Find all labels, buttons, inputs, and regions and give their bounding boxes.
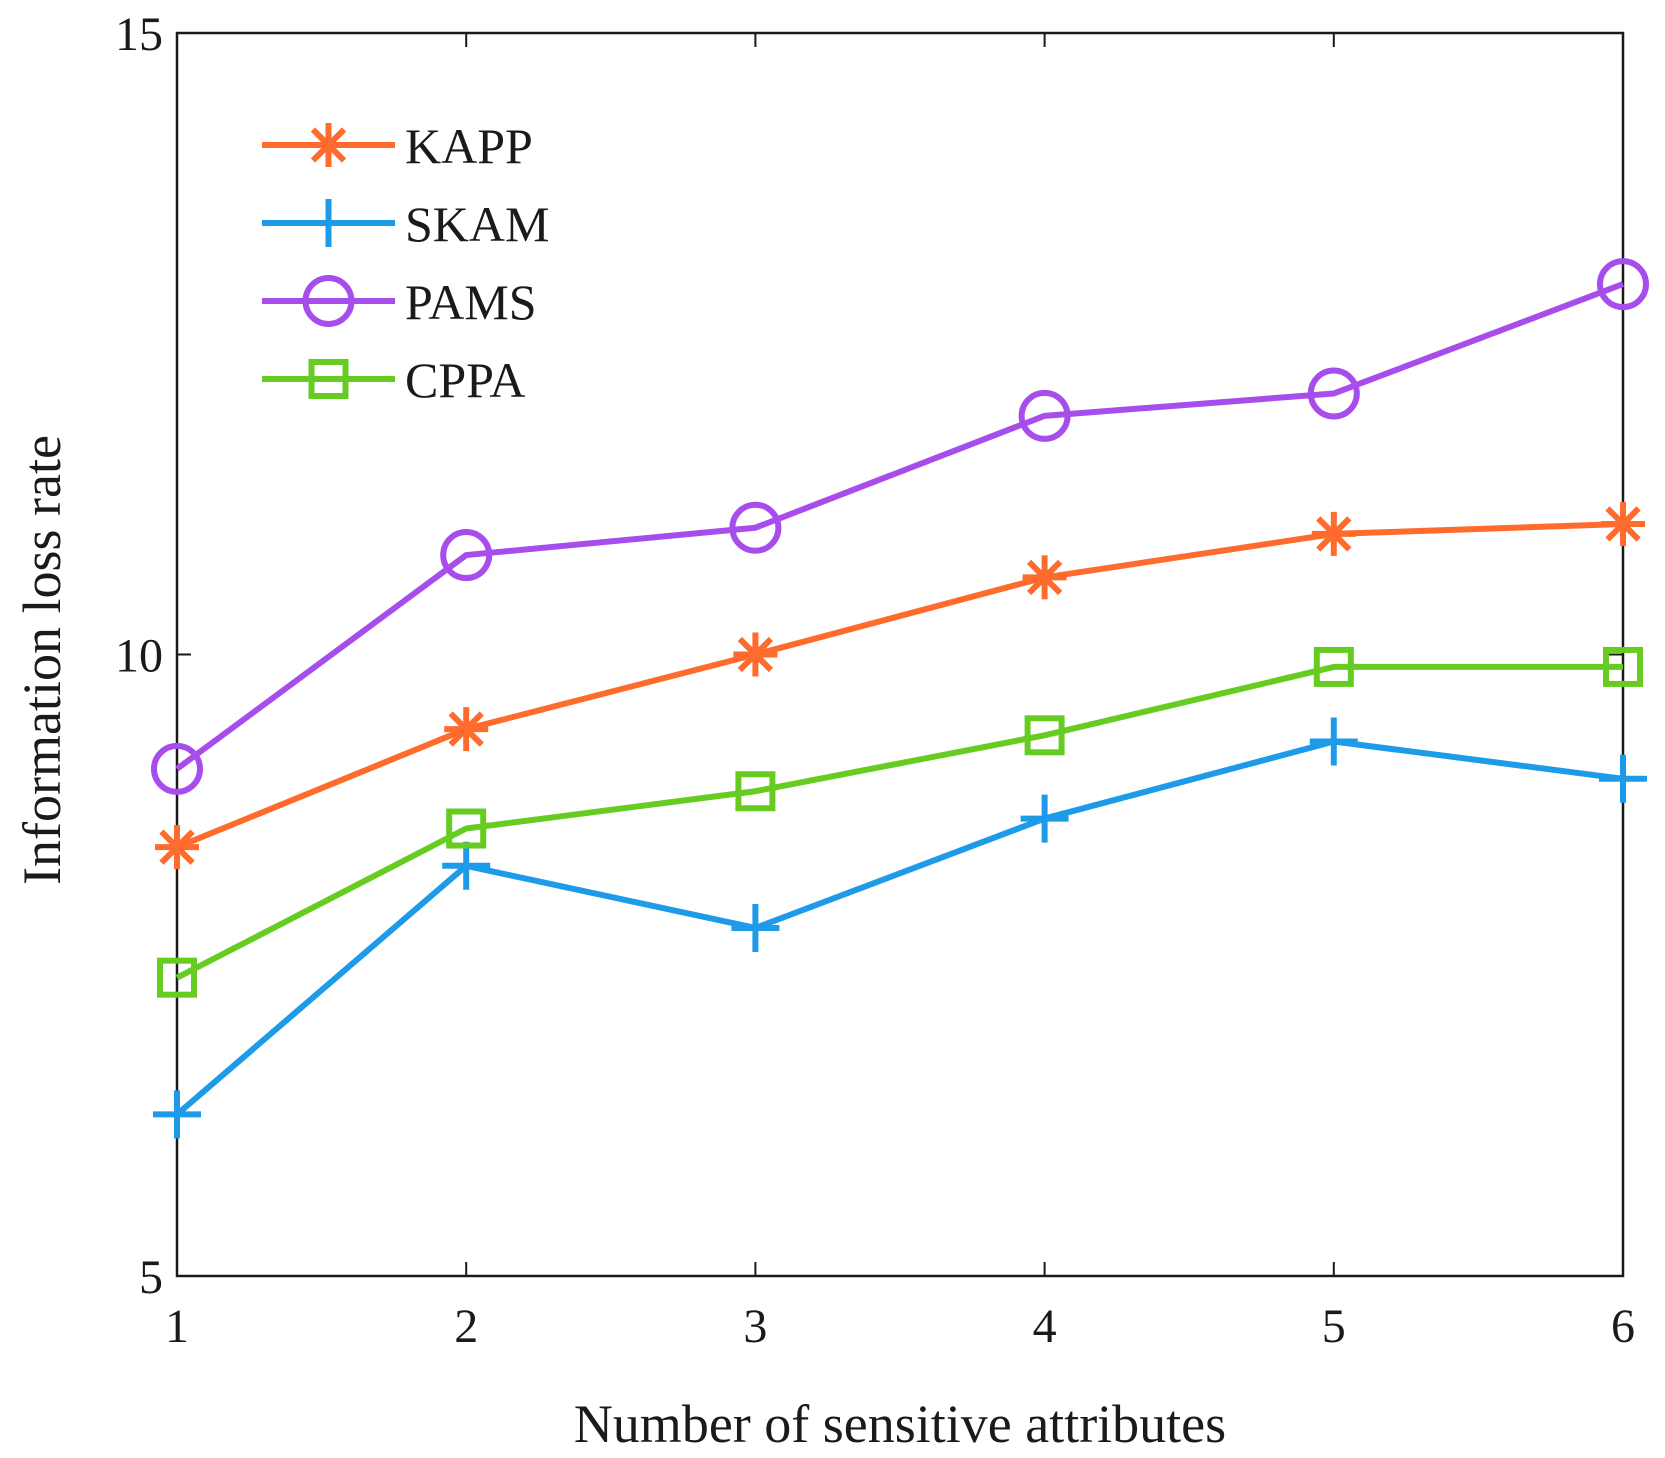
data-point-kapp-5 (1311, 511, 1356, 556)
legend-item-skam: SKAM (262, 196, 549, 252)
legend: KAPP SKAM PAMS CPPA (262, 118, 549, 408)
data-point-cppa-5 (1313, 646, 1354, 687)
y-tick-label-10: 10 (115, 630, 163, 683)
series-line-cppa (175, 663, 1623, 981)
series-line-pams (175, 281, 1625, 772)
series-layer (151, 258, 1649, 1139)
data-point-pams-5 (1307, 367, 1360, 420)
data-point-pams-1 (151, 742, 203, 795)
data-point-skam-3 (731, 903, 780, 952)
plot-area (175, 31, 1625, 1278)
data-point-pams-2 (440, 529, 493, 582)
data-point-cppa-4 (1024, 715, 1065, 756)
series-pams (151, 258, 1649, 795)
series-skam (153, 717, 1647, 1139)
x-tick-label-6: 6 (1611, 1300, 1635, 1353)
legend-item-pams: PAMS (262, 274, 537, 330)
data-point-pams-4 (1018, 389, 1071, 442)
legend-marker-kapp (306, 123, 351, 167)
data-point-cppa-6 (1603, 646, 1643, 687)
x-tick-label-4: 4 (1033, 1300, 1057, 1353)
x-tick-label-2: 2 (454, 1300, 478, 1353)
series-line-kapp (175, 520, 1624, 850)
x-tick-label-1: 1 (165, 1300, 189, 1353)
x-tick-label-3: 3 (743, 1300, 767, 1353)
data-point-cppa-1 (157, 957, 197, 998)
data-point-pams-6 (1597, 258, 1649, 311)
legend-label-skam: SKAM (405, 196, 549, 252)
data-point-kapp-6 (1601, 501, 1645, 546)
legend-marker-skam (304, 199, 353, 247)
data-point-cppa-2 (446, 808, 487, 849)
y-tick-label-5: 5 (139, 1251, 163, 1304)
data-point-skam-6 (1599, 754, 1647, 803)
legend-label-kapp: KAPP (405, 118, 533, 174)
data-point-cppa-3 (735, 771, 776, 812)
series-kapp (155, 501, 1645, 870)
legend-label-pams: PAMS (405, 274, 537, 330)
data-point-skam-2 (442, 841, 491, 890)
axis-ticks: 1 2 3 4 5 6 5 10 15 (115, 8, 1635, 1353)
data-point-skam-5 (1309, 717, 1358, 766)
series-line-skam (175, 738, 1624, 1117)
x-axis-label: Number of sensitive attributes (574, 1394, 1226, 1454)
y-tick-label-15: 15 (115, 8, 163, 61)
y-axis-label: Information loss rate (12, 435, 72, 885)
legend-item-cppa: CPPA (262, 352, 525, 408)
series-cppa (157, 646, 1643, 998)
data-point-pams-3 (729, 501, 782, 554)
legend-label-cppa: CPPA (405, 352, 525, 408)
legend-marker-cppa (308, 359, 349, 399)
data-point-kapp-3 (733, 632, 778, 677)
legend-item-kapp: KAPP (262, 118, 533, 174)
data-point-skam-4 (1020, 794, 1069, 843)
data-point-kapp-1 (155, 825, 199, 870)
data-point-kapp-2 (444, 707, 489, 752)
legend-marker-pams (302, 275, 355, 327)
x-tick-label-5: 5 (1322, 1300, 1346, 1353)
data-point-skam-1 (153, 1090, 201, 1139)
data-point-kapp-4 (1022, 555, 1067, 600)
